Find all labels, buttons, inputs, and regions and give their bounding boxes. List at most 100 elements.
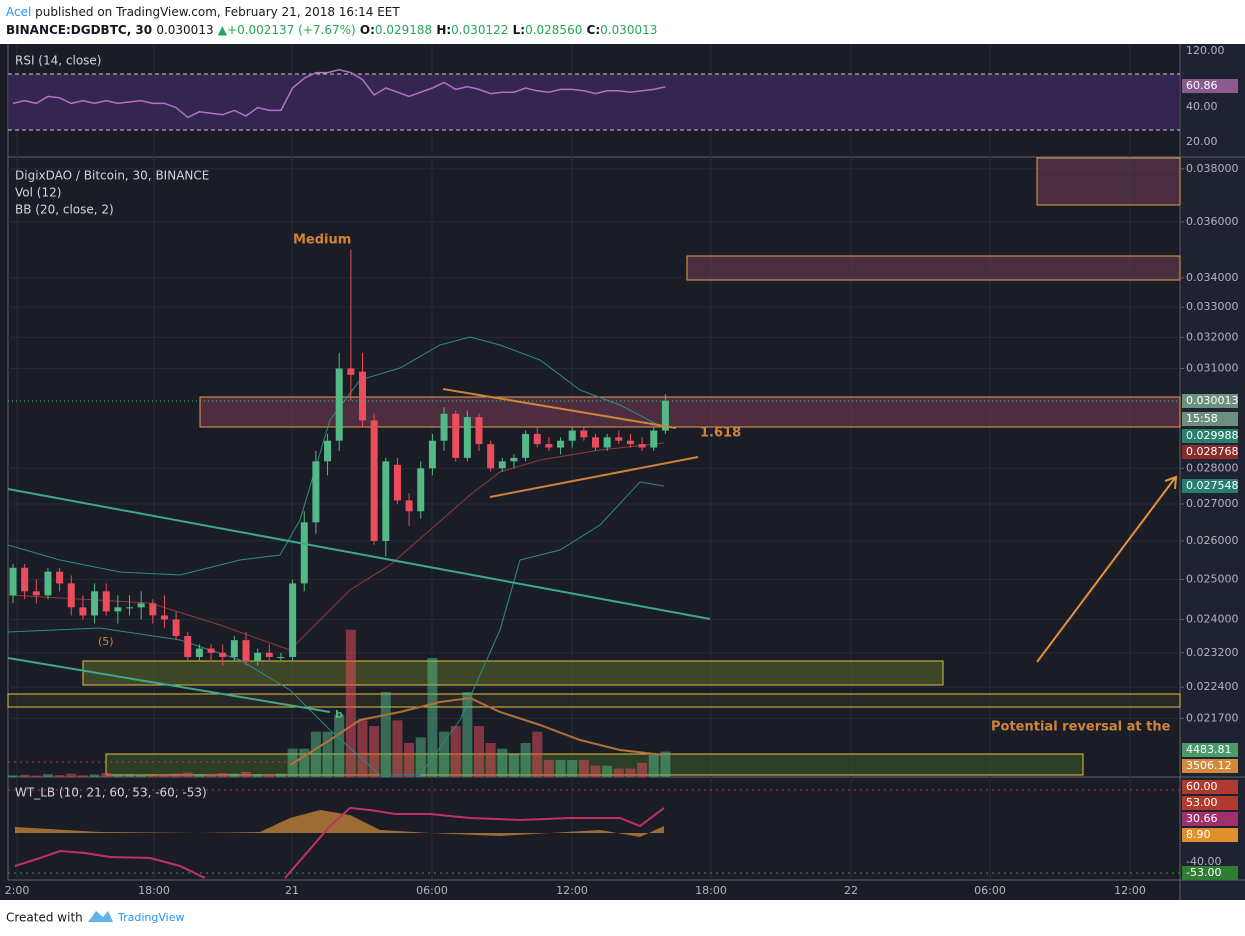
wt-badge: 60.00: [1186, 780, 1218, 793]
candle-body: [382, 461, 390, 542]
zone: [686, 255, 1181, 281]
volume-badge-bg: [1182, 743, 1238, 757]
y-tick-label: 0.024000: [1186, 613, 1239, 626]
rsi-axis-label: 20.00: [1186, 135, 1218, 148]
rsi-band: [8, 74, 1180, 130]
volume-badge-bg: [1182, 759, 1238, 773]
wt-badge: 8.90: [1186, 828, 1211, 841]
h-val: 0.030122: [451, 23, 508, 37]
volume-bar: [613, 768, 624, 777]
x-tick-label: 12:00: [556, 884, 588, 897]
candle-body: [557, 440, 565, 448]
volume-bar: [136, 774, 147, 777]
volume-bar: [602, 765, 613, 777]
c-val: 0.030013: [600, 23, 657, 37]
candle-body: [195, 648, 203, 658]
volume-bar: [159, 774, 170, 777]
volume-bar: [299, 748, 310, 777]
l-val: 0.028560: [525, 23, 582, 37]
wt-badge-bg: [1182, 828, 1238, 842]
wt-title: WT_LB (10, 21, 60, 53, -60, -53): [15, 786, 207, 800]
volume-bar: [543, 760, 554, 777]
candle-body: [126, 607, 133, 609]
y-tick-label: 0.026000: [1186, 534, 1239, 547]
y-tick-label: 0.034000: [1186, 271, 1239, 284]
candle-body: [359, 371, 366, 421]
volume-bar: [8, 775, 18, 777]
volume-bar: [404, 743, 415, 777]
rsi-title: RSI (14, close): [15, 54, 101, 68]
y-tick-label: 0.022400: [1186, 680, 1239, 693]
candle-body: [9, 567, 17, 596]
candle-body: [102, 591, 110, 612]
volume-bar: [334, 714, 345, 777]
candle-body: [56, 571, 64, 584]
volume: [8, 629, 671, 777]
o-key: O:: [360, 23, 375, 37]
volume-bar: [194, 774, 205, 777]
volume-bar: [648, 754, 659, 777]
candle-body: [219, 652, 227, 658]
last-price: 0.030013: [156, 23, 213, 37]
volume-bar: [555, 760, 566, 777]
volume-bar: [112, 775, 123, 777]
o-val: 0.029188: [375, 23, 432, 37]
volume-bar: [427, 658, 438, 777]
y-tick-label: 0.023200: [1186, 646, 1239, 659]
volume-bar: [217, 773, 228, 777]
candle-body: [417, 468, 425, 512]
candle-body: [230, 640, 238, 658]
volume-bar: [567, 760, 578, 777]
y-tick-label: 0.021700: [1186, 711, 1239, 724]
annotation: b: [335, 708, 343, 721]
candle-body: [440, 413, 448, 441]
candle-body: [463, 417, 471, 458]
volume-bar: [54, 775, 65, 777]
trend-line: [7, 488, 711, 620]
candle-body: [428, 440, 436, 469]
byline: published on TradingView.com, February 2…: [35, 5, 400, 19]
y-tick-label: 0.038000: [1186, 162, 1239, 175]
x-tick-label: 2:00: [5, 884, 30, 897]
x-tick-label: 12:00: [1114, 884, 1146, 897]
trend-line: [7, 657, 331, 713]
x-tick-label: 21: [285, 884, 299, 897]
rsi-pane: [8, 69, 1180, 131]
volume-bar: [66, 773, 77, 777]
indicator: Vol (12): [15, 186, 61, 200]
footer-brand[interactable]: TradingView: [117, 911, 184, 924]
volume-bar: [124, 775, 135, 777]
candle-body: [603, 437, 611, 448]
header-bg: [0, 0, 1245, 44]
candle-body: [149, 603, 157, 616]
candle-body: [370, 420, 378, 542]
candle-body: [21, 567, 29, 592]
annotation: Potential reversal at the: [991, 720, 1171, 735]
candle-body: [160, 615, 168, 620]
volume-bar: [369, 726, 380, 777]
rsi-badge: 60.86: [1186, 79, 1218, 92]
indicator: BB (20, close, 2): [15, 203, 114, 217]
x-tick-label: 06:00: [974, 884, 1006, 897]
header-line-2: BINANCE:DGDBTC, 30 0.030013 ▲+0.002137 (…: [6, 23, 657, 37]
volume-bar: [19, 774, 30, 777]
candle-body: [265, 652, 273, 658]
candle-body: [335, 368, 343, 441]
y-tick-label: 0.028000: [1186, 461, 1239, 474]
candle-body: [487, 444, 495, 469]
x-tick-label: 06:00: [416, 884, 448, 897]
candle-body: [638, 444, 646, 448]
volume-bar: [31, 775, 42, 777]
volume-bar: [310, 731, 321, 777]
volume-bar: [89, 774, 100, 777]
candle-body: [79, 607, 87, 616]
candle-body: [277, 657, 285, 659]
wt-badge-bg: [1182, 812, 1238, 826]
candle-body: [405, 500, 413, 512]
y-tick-label: 0.033000: [1186, 300, 1239, 313]
volume-bar: [520, 743, 531, 777]
x-tick-label: 18:00: [695, 884, 727, 897]
volume-bar: [241, 771, 251, 777]
candle-body: [626, 440, 634, 445]
